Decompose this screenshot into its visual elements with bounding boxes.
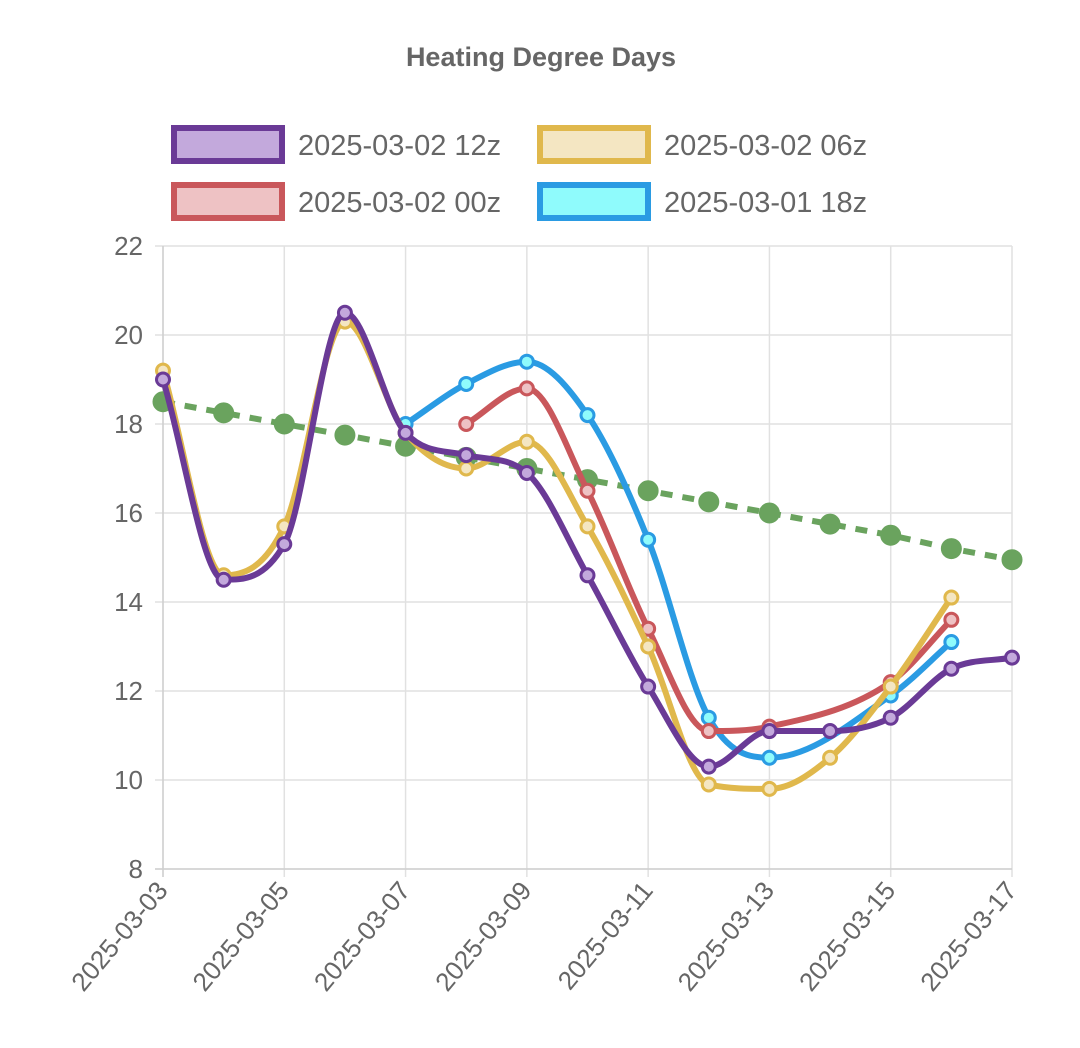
x-tick-label: 2025-03-03	[65, 876, 173, 997]
trend-point	[213, 402, 235, 424]
x-axis-ticks: 2025-03-03 2025-03-05 2025-03-07 2025-03-09…	[65, 876, 1022, 997]
data-point	[882, 678, 899, 695]
data-point	[761, 780, 778, 797]
y-axis-ticks: 8 10 12 14 16 18 20 22	[114, 231, 143, 884]
data-point	[579, 518, 596, 535]
data-point	[336, 304, 353, 321]
data-point	[943, 634, 960, 651]
legend-swatch	[171, 182, 285, 221]
legend: 2025-03-02 12z 2025-03-02 06z 2025-03-02 0…	[171, 125, 867, 221]
data-point	[943, 660, 960, 677]
legend-label: 2025-03-02 00z	[298, 187, 501, 219]
chart-title: Heating Degree Days	[406, 42, 676, 72]
data-point	[640, 638, 657, 655]
legend-swatch	[537, 182, 651, 221]
data-point	[700, 723, 717, 740]
trend-point	[1001, 549, 1023, 571]
y-tick-label: 18	[114, 409, 143, 439]
trend-point	[334, 424, 356, 446]
data-point	[458, 375, 475, 392]
series-2025-03-02-12z	[155, 304, 1020, 775]
y-tick-label: 14	[114, 587, 143, 617]
data-point	[579, 482, 596, 499]
data-point	[761, 749, 778, 766]
y-tick-label: 20	[114, 320, 143, 350]
data-point	[518, 464, 535, 481]
trend-point	[758, 502, 780, 524]
legend-swatch	[537, 125, 651, 164]
trend-line	[162, 398, 1013, 563]
data-point	[579, 567, 596, 584]
data-point	[700, 709, 717, 726]
x-tick-label: 2025-03-09	[429, 876, 537, 997]
data-point	[397, 424, 414, 441]
data-point	[700, 758, 717, 775]
trend-point	[637, 480, 659, 502]
grid	[155, 245, 1013, 877]
y-tick-label: 12	[114, 676, 143, 706]
y-tick-label: 16	[114, 498, 143, 528]
trend-point	[819, 513, 841, 535]
x-tick-label: 2025-03-17	[914, 876, 1022, 997]
y-tick-label: 22	[114, 231, 143, 261]
y-tick-label: 8	[129, 854, 143, 884]
data-point	[518, 433, 535, 450]
data-point	[640, 678, 657, 695]
series-trend	[152, 391, 1023, 571]
trend-point	[880, 524, 902, 546]
series-2025-03-01-18z	[397, 353, 960, 766]
legend-item[interactable]: 2025-03-02 12z	[171, 125, 501, 164]
x-tick-label: 2025-03-15	[793, 876, 901, 997]
data-point	[822, 749, 839, 766]
trend-point	[273, 413, 295, 435]
data-point	[943, 611, 960, 628]
legend-item[interactable]: 2025-03-02 06z	[537, 125, 867, 164]
data-point	[700, 776, 717, 793]
data-point	[276, 536, 293, 553]
data-point	[943, 589, 960, 606]
data-point	[1004, 649, 1020, 666]
series-line	[160, 318, 955, 792]
legend-label: 2025-03-02 06z	[664, 130, 867, 162]
data-point	[155, 371, 171, 388]
x-tick-label: 2025-03-11	[552, 876, 659, 996]
x-tick-label: 2025-03-13	[672, 876, 780, 997]
y-tick-label: 10	[114, 765, 143, 795]
legend-label: 2025-03-01 18z	[664, 187, 867, 219]
data-point	[458, 416, 475, 432]
series-2025-03-02-00z	[458, 380, 960, 740]
series-group	[152, 304, 1023, 797]
trend-point	[940, 538, 962, 560]
data-point	[640, 531, 657, 548]
legend-item[interactable]: 2025-03-01 18z	[537, 182, 867, 221]
data-point	[518, 353, 535, 370]
data-point	[518, 380, 535, 397]
legend-swatch	[171, 125, 285, 164]
axes	[155, 246, 1012, 877]
data-point	[458, 447, 475, 464]
data-point	[215, 571, 232, 588]
data-point	[882, 709, 899, 726]
x-tick-label: 2025-03-07	[308, 876, 416, 997]
trend-point	[698, 491, 720, 513]
data-point	[761, 723, 778, 740]
legend-item[interactable]: 2025-03-02 00z	[171, 182, 501, 221]
legend-label: 2025-03-02 12z	[298, 130, 501, 162]
data-point	[822, 723, 839, 740]
series-line	[463, 385, 955, 735]
x-tick-label: 2025-03-05	[186, 876, 294, 997]
data-point	[458, 460, 475, 477]
series-line	[402, 358, 955, 761]
data-point	[579, 407, 596, 424]
